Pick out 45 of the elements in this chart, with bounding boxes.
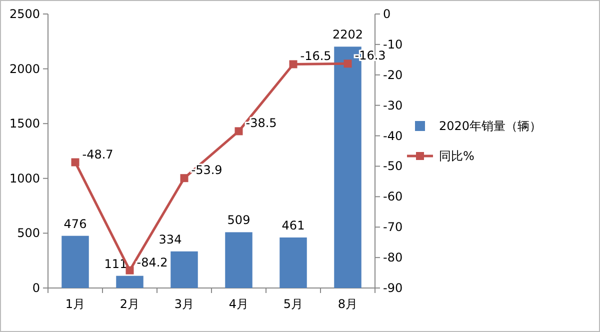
- y2-tick-label: -30: [383, 98, 403, 112]
- point: [71, 158, 80, 166]
- x-tick-label: 2月: [120, 297, 140, 311]
- legend-label: 同比%: [439, 149, 474, 163]
- y-tick-label: 500: [17, 226, 40, 240]
- data-label: 476: [64, 216, 87, 231]
- y2-tick-label: -40: [383, 128, 403, 143]
- y-tick-label: 1500: [9, 116, 40, 131]
- y2-tick-label: -60: [383, 190, 403, 204]
- y-tick-label: 2000: [9, 62, 40, 76]
- point: [344, 60, 352, 68]
- y2-tick-label: -90: [383, 281, 403, 295]
- y-tick-label: 1000: [9, 171, 40, 186]
- data-label: -16.5: [300, 49, 332, 64]
- y2-tick-label: -50: [383, 159, 403, 174]
- y-tick-label: 0: [32, 281, 40, 295]
- data-label: -48.7: [82, 147, 114, 162]
- y2-tick-label: -20: [383, 68, 403, 82]
- data-label: 2202: [332, 28, 364, 42]
- data-label: 111: [104, 256, 128, 271]
- y2-tick-label: -10: [383, 37, 403, 52]
- y2-tick-label: 0: [383, 7, 391, 21]
- x-tick-label: 1月: [65, 297, 86, 311]
- point: [180, 174, 188, 182]
- data-label: 509: [227, 213, 250, 228]
- data-label: 334: [158, 232, 182, 246]
- y2-tick-label: -80: [383, 250, 403, 265]
- bar: [225, 232, 252, 288]
- x-tick-label: 8月: [338, 297, 358, 311]
- bar: [170, 251, 198, 288]
- bar: [62, 236, 89, 288]
- data-label: 461: [282, 218, 305, 232]
- x-tick-label: 3月: [174, 297, 194, 311]
- x-tick-label: 4月: [228, 297, 249, 311]
- data-label: -84.2: [136, 255, 168, 270]
- point: [289, 60, 298, 68]
- data-label: -38.5: [246, 116, 277, 130]
- y2-tick-label: -70: [383, 220, 403, 234]
- legend-label: 2020年销量（辆）: [439, 119, 542, 133]
- point: [234, 127, 243, 136]
- y-tick-label: 2500: [9, 7, 40, 21]
- point: [126, 266, 134, 274]
- bar: [116, 276, 144, 288]
- bar: [280, 237, 307, 288]
- x-tick-label: 5月: [283, 297, 304, 311]
